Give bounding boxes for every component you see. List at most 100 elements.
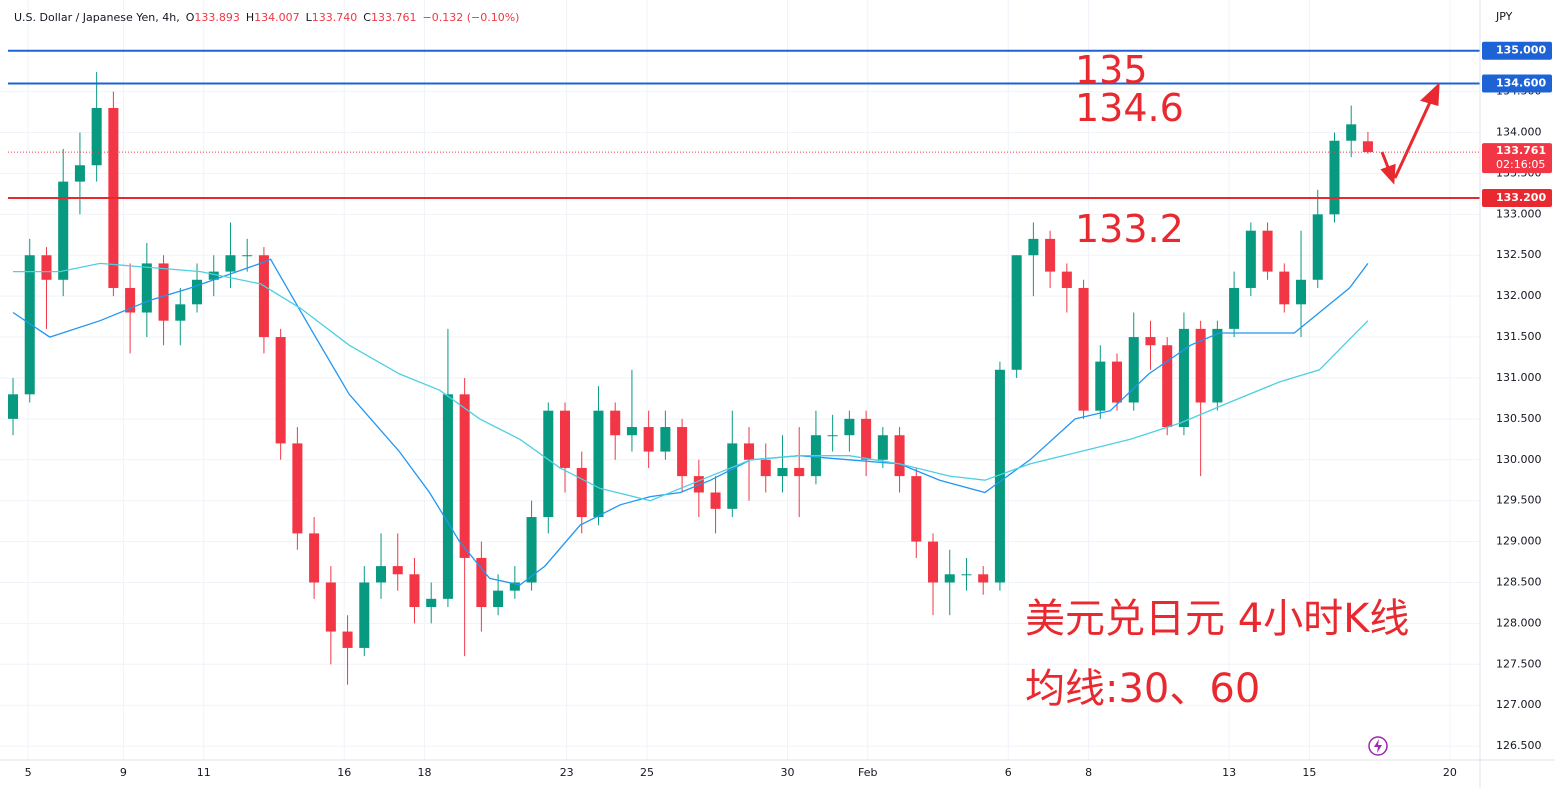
y-tick-label: 126.500 [1496,739,1542,752]
x-tick-label: 16 [337,766,351,779]
candle-body [827,435,838,437]
candle-body [275,337,286,444]
ohlc-item: C [363,11,371,24]
candle-body [526,517,537,583]
candle-body [777,467,788,477]
level-label-box [1482,41,1552,60]
y-tick-label: 132.500 [1496,248,1542,261]
candle-body [643,427,654,452]
candle-body [944,574,955,583]
candle-body [560,410,571,468]
y-tick-label: 130.000 [1496,453,1542,466]
moving-average-line [12,258,1369,586]
candle-body [58,181,69,280]
candle-body [442,394,453,599]
candle-body [1245,230,1256,288]
candle-body [1329,140,1340,215]
last-price-box [1482,143,1552,174]
candle-body [292,443,303,534]
candle-body [710,492,721,509]
candle-body [1362,141,1373,153]
y-tick-label: 131.000 [1496,371,1542,384]
y-tick-label: 127.500 [1496,657,1542,670]
candle-body [1312,214,1323,280]
candle-body [459,394,470,558]
level-label: 134.600 [1496,76,1546,89]
ohlc-item: O [186,11,195,24]
candle-body [493,590,504,608]
symbol-title: U.S. Dollar / Japanese Yen, 4h, [14,11,180,24]
annotation: 美元兑日元 4小时K线 [1025,596,1409,642]
candle-body [543,410,554,518]
candle-body [744,443,755,460]
ohlc-item: 133.761 [371,11,417,24]
candle-body [894,435,905,477]
candle-body [24,255,35,395]
candle-body [392,566,403,575]
candle-body [208,271,219,280]
candle-body [1262,230,1273,272]
candle-body [1061,271,1072,288]
candle-body [74,165,85,182]
candle-body [225,255,236,272]
candle-body [242,255,253,257]
x-tick-label: 30 [780,766,794,779]
countdown: 02:16:05 [1496,158,1545,171]
x-tick-label: 5 [25,766,32,779]
y-tick-label: 133.000 [1496,207,1542,220]
candle-body [376,566,387,583]
ohlc-item: H [246,11,254,24]
candle-body [877,435,888,460]
x-tick-label: Feb [858,766,877,779]
candle-body [1162,345,1173,428]
candle-body [325,582,336,632]
candle-body [1078,287,1089,411]
candle-body [610,410,621,436]
candle-body [961,574,972,576]
annotation: 均线:30、60 [1025,666,1260,712]
candle-body [626,427,637,436]
level-label-box [1482,188,1552,207]
header: U.S. Dollar / Japanese Yen, 4h, O133.893 H… [14,11,519,24]
candle-body [1045,238,1056,272]
y-tick-label: 130.500 [1496,412,1542,425]
candle-body [677,427,688,477]
candle-body [928,541,939,583]
candle-body [509,582,520,591]
candle-body [760,459,771,477]
ohlc-item: −0.132 (−0.10%) [422,11,519,24]
candle-body [1212,328,1223,403]
y-tick-label: 129.500 [1496,494,1542,507]
arrow [1393,99,1433,179]
candle-body [1229,287,1240,329]
candle-body [978,574,989,583]
x-tick-label: 20 [1443,766,1457,779]
candle-body [359,582,370,648]
level-label: 135.000 [1496,44,1546,57]
candle-body [861,418,872,460]
y-tick-label: 128.000 [1496,616,1542,629]
candle-body [8,394,19,419]
candle-body [1195,328,1206,403]
moving-average-line [13,262,1369,502]
candle-body [1296,279,1307,305]
candle-body [794,467,805,477]
candle-body [158,263,169,321]
x-tick-label: 15 [1302,766,1316,779]
candle-body [476,557,487,608]
x-tick-label: 11 [197,766,211,779]
candle-body [41,255,52,280]
candle-body [192,279,203,305]
x-tick-label: 25 [640,766,654,779]
candle-body [342,631,353,648]
y-tick-label: 128.500 [1496,575,1542,588]
x-tick-label: 8 [1085,766,1092,779]
y-tick-label: 127.000 [1496,698,1542,711]
lightning-icon[interactable] [1368,736,1388,756]
candle-body [1178,328,1189,428]
candle-body [576,467,587,518]
x-tick-label: 18 [418,766,432,779]
candle-body [409,574,420,608]
plot-area [8,49,1480,685]
